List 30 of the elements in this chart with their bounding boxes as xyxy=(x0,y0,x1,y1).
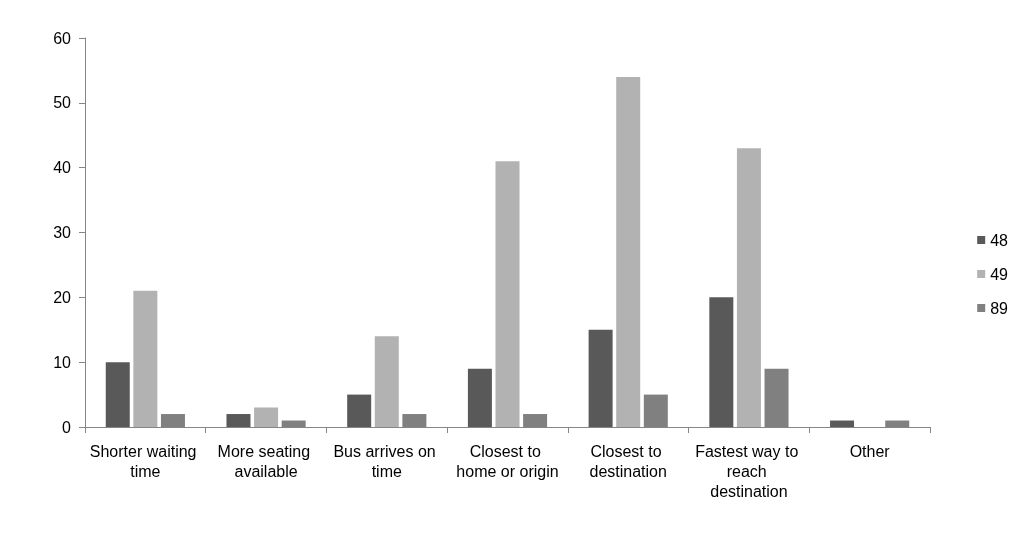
x-tick-label: Shorter waiting time xyxy=(89,442,201,480)
x-tick-label: Other xyxy=(849,442,891,460)
x-tick-label: Closest to destination xyxy=(589,442,667,480)
y-tick-label: 40 xyxy=(53,159,72,177)
y-tick-label: 20 xyxy=(53,288,72,306)
bar xyxy=(830,420,855,427)
y-tick-label: 0 xyxy=(62,418,72,436)
bar xyxy=(105,362,130,427)
x-tick-label: More seating available xyxy=(217,442,315,480)
bar xyxy=(226,414,251,427)
bar xyxy=(616,76,641,427)
y-tick-label: 30 xyxy=(53,224,72,241)
x-tick-label: Fastest way to reach destination xyxy=(695,442,803,500)
bar xyxy=(347,394,372,427)
bar xyxy=(254,407,279,427)
x-tick-label: Closest to home or origin xyxy=(456,442,559,480)
bar xyxy=(736,148,761,427)
y-tick-label: 60 xyxy=(53,29,72,47)
bar xyxy=(588,329,613,427)
legend-label: 48 xyxy=(990,231,1009,249)
bar xyxy=(133,290,158,427)
bar xyxy=(709,297,734,427)
legend-label: 89 xyxy=(990,299,1009,317)
legend-label: 49 xyxy=(990,265,1009,283)
y-tick-label: 10 xyxy=(53,353,72,371)
bar xyxy=(495,161,520,427)
bar xyxy=(467,368,492,427)
bar xyxy=(374,336,399,427)
y-tick-label: 50 xyxy=(53,94,72,112)
x-tick-label: Bus arrives on time xyxy=(333,442,441,480)
